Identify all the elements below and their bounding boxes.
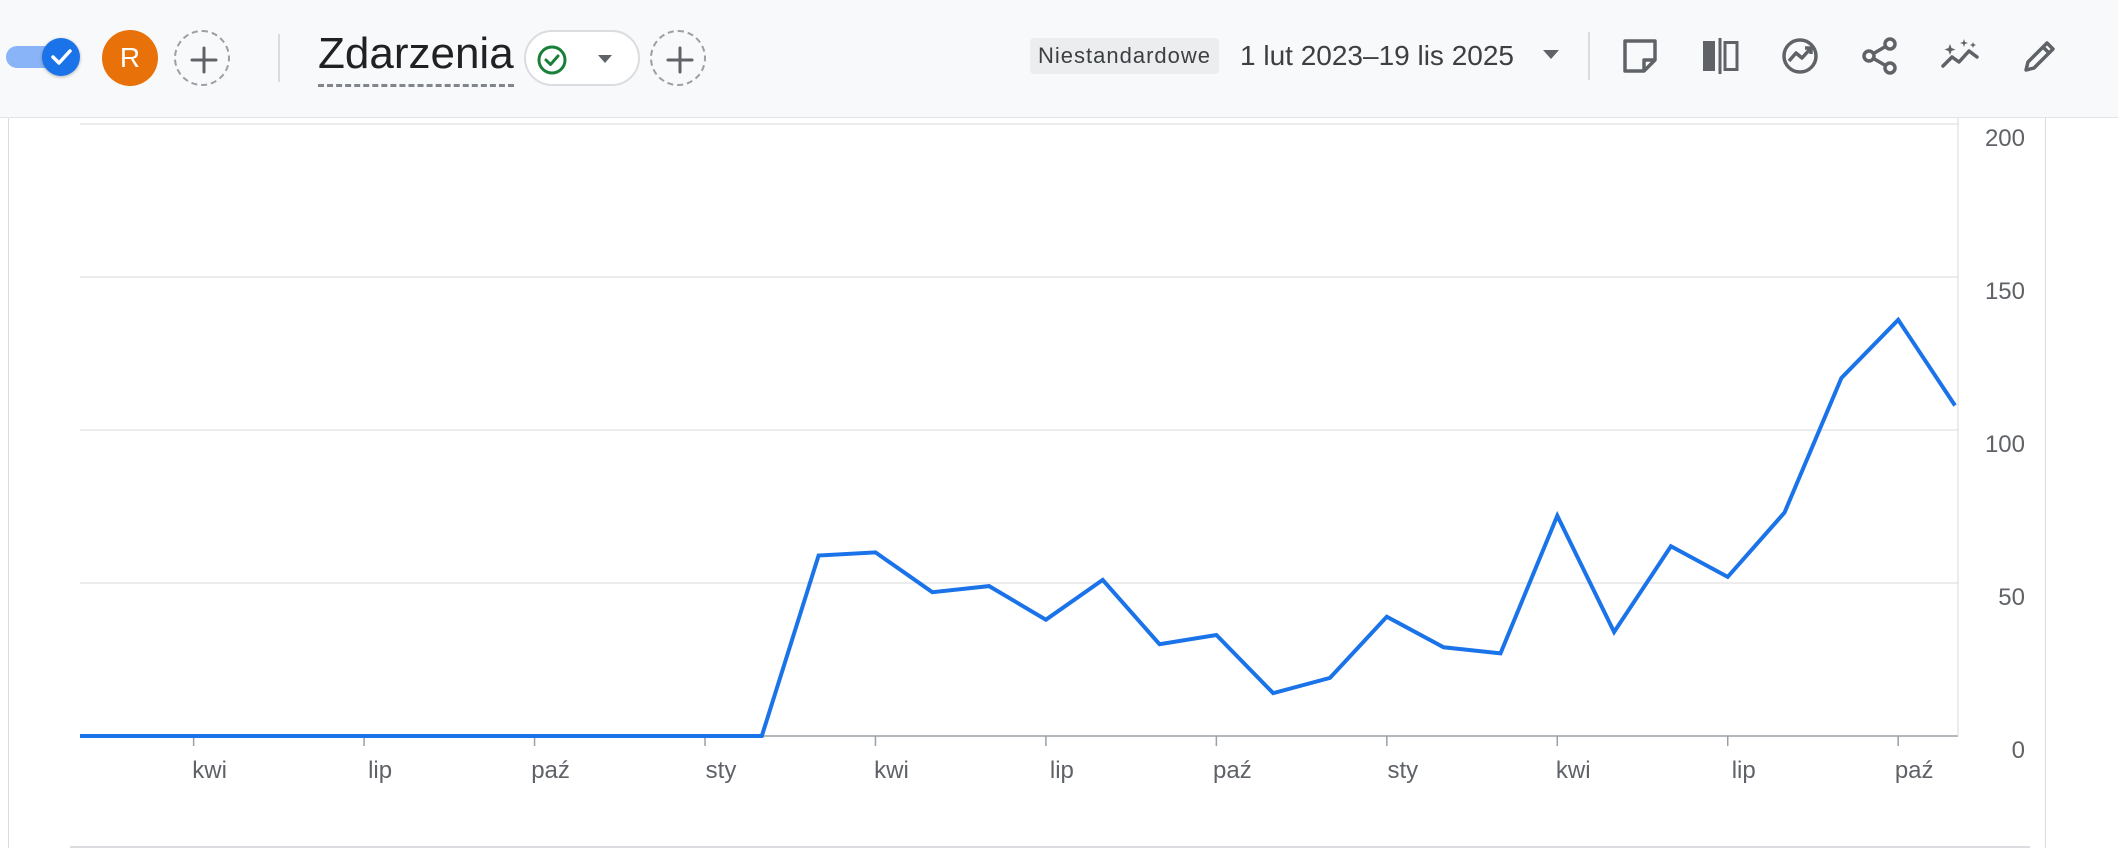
insights-icon bbox=[1782, 38, 1818, 74]
compare-columns-icon bbox=[1703, 38, 1739, 74]
data-point[interactable] bbox=[301, 730, 313, 742]
note-button[interactable] bbox=[1612, 28, 1668, 84]
x-tick-label: lip bbox=[1732, 757, 1756, 784]
x-tick-label: paź bbox=[531, 757, 570, 784]
data-point[interactable] bbox=[188, 730, 200, 742]
data-point[interactable] bbox=[983, 580, 995, 592]
data-point[interactable] bbox=[1665, 540, 1677, 552]
toggle-on-check-icon bbox=[42, 38, 80, 76]
comparison-toggle[interactable] bbox=[6, 38, 80, 76]
date-range-text[interactable]: 1 lut 2023–19 lis 2025 bbox=[1240, 40, 1514, 71]
divider bbox=[1588, 32, 1590, 80]
divider bbox=[278, 34, 280, 82]
anomaly-button[interactable] bbox=[1932, 28, 1988, 84]
x-tick-label: lip bbox=[1050, 757, 1074, 784]
trend-sparkle-icon bbox=[1941, 39, 1979, 68]
data-point[interactable] bbox=[415, 730, 427, 742]
data-point[interactable] bbox=[529, 730, 541, 742]
note-icon bbox=[1623, 39, 1657, 73]
data-point[interactable] bbox=[1438, 641, 1450, 653]
data-point[interactable] bbox=[74, 730, 86, 742]
data-point[interactable] bbox=[756, 730, 768, 742]
add-filter-button[interactable] bbox=[650, 30, 706, 86]
data-point[interactable] bbox=[1267, 687, 1279, 699]
data-point[interactable] bbox=[1835, 372, 1847, 384]
data-point[interactable] bbox=[1040, 614, 1052, 626]
pencil-icon bbox=[2024, 41, 2055, 72]
data-point[interactable] bbox=[1494, 647, 1506, 659]
data-point[interactable] bbox=[813, 549, 825, 561]
data-point[interactable] bbox=[472, 730, 484, 742]
add-icon bbox=[190, 46, 218, 74]
date-preset-label[interactable]: Niestandardowe bbox=[1030, 38, 1219, 74]
status-dropdown[interactable] bbox=[524, 30, 640, 86]
x-tick-label: sty bbox=[1387, 757, 1418, 784]
chart-card bbox=[8, 118, 2046, 848]
y-tick-label: 200 bbox=[1985, 125, 2025, 152]
caret-down-icon[interactable] bbox=[1540, 46, 1562, 62]
data-point[interactable] bbox=[1779, 507, 1791, 519]
series-line[interactable] bbox=[80, 316, 1957, 738]
x-tick-label: sty bbox=[706, 757, 737, 784]
insights-button[interactable] bbox=[1772, 28, 1828, 84]
data-point[interactable] bbox=[1097, 574, 1109, 586]
compare-button[interactable] bbox=[1692, 28, 1748, 84]
x-tick-label: kwi bbox=[192, 757, 227, 784]
x-tick-label: kwi bbox=[1556, 757, 1591, 784]
data-point[interactable] bbox=[585, 730, 597, 742]
data-point[interactable] bbox=[1154, 638, 1166, 650]
check-circle-icon bbox=[537, 45, 567, 75]
share-button[interactable] bbox=[1852, 28, 1908, 84]
y-tick-label: 0 bbox=[2012, 737, 2025, 764]
data-point[interactable] bbox=[1210, 629, 1222, 641]
data-point[interactable] bbox=[1551, 510, 1563, 522]
edit-button[interactable] bbox=[2012, 28, 2068, 84]
data-point[interactable] bbox=[869, 546, 881, 558]
data-point[interactable] bbox=[131, 730, 143, 742]
y-tick-label: 100 bbox=[1985, 431, 2025, 458]
y-tick-label: 50 bbox=[1998, 584, 2025, 611]
y-tick-label: 150 bbox=[1985, 278, 2025, 305]
avatar[interactable]: R bbox=[102, 30, 158, 86]
data-point[interactable] bbox=[1324, 672, 1336, 684]
x-tick-label: lip bbox=[368, 757, 392, 784]
x-tick-label: paź bbox=[1895, 757, 1934, 784]
share-icon bbox=[1862, 37, 1897, 75]
data-point[interactable] bbox=[1608, 626, 1620, 638]
caret-down-icon bbox=[598, 55, 612, 63]
page-title[interactable]: Zdarzenia bbox=[318, 26, 514, 87]
add-comparison-button[interactable] bbox=[174, 30, 230, 86]
x-tick-label: paź bbox=[1213, 757, 1252, 784]
data-point[interactable] bbox=[244, 730, 256, 742]
x-tick-label: kwi bbox=[874, 757, 909, 784]
data-point[interactable] bbox=[1892, 314, 1904, 326]
report-header: R Zdarzenia Niestandardowe 1 lut 2023–19… bbox=[0, 0, 2118, 118]
data-point[interactable] bbox=[1381, 611, 1393, 623]
card-bottom-divider bbox=[70, 846, 2030, 848]
data-point[interactable] bbox=[699, 730, 711, 742]
data-point[interactable] bbox=[642, 730, 654, 742]
data-point[interactable] bbox=[358, 730, 370, 742]
data-point[interactable] bbox=[1722, 571, 1734, 583]
add-icon bbox=[666, 46, 694, 74]
data-point[interactable] bbox=[926, 586, 938, 598]
data-point[interactable] bbox=[1949, 400, 1961, 412]
